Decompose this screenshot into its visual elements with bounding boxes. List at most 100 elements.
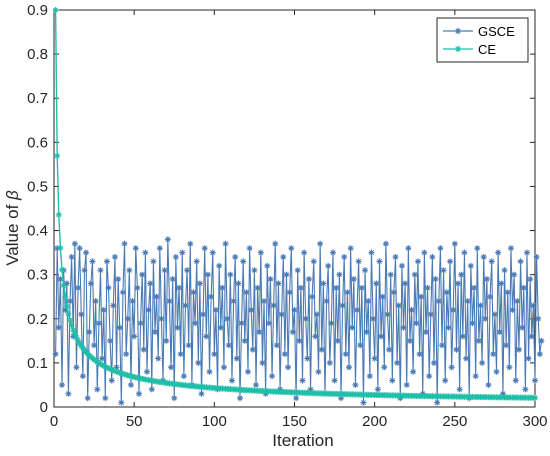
y-tick-label: 0	[40, 399, 48, 416]
data-point-gsce	[448, 364, 455, 371]
data-point-gsce	[394, 359, 401, 366]
data-point-gsce	[107, 337, 114, 344]
data-point-gsce	[224, 315, 231, 322]
data-point-gsce	[193, 258, 200, 265]
data-point-gsce	[184, 267, 191, 274]
data-point-gsce	[211, 351, 218, 358]
y-tick-label: 0.8	[27, 46, 48, 63]
data-point-gsce	[294, 267, 301, 274]
data-point-gsce	[289, 329, 296, 336]
data-point-gsce	[398, 262, 405, 269]
data-point-gsce	[204, 271, 211, 278]
data-point-gsce	[143, 368, 150, 375]
data-point-gsce	[408, 306, 415, 313]
data-point-gsce	[150, 258, 157, 265]
data-point-gsce	[455, 280, 462, 287]
data-point-gsce	[368, 249, 375, 256]
legend-label: GSCE	[478, 24, 515, 39]
data-point-gsce	[536, 351, 543, 358]
data-point-gsce	[222, 240, 229, 247]
data-point-ce	[63, 303, 70, 310]
data-point-gsce	[261, 298, 268, 305]
data-point-gsce	[302, 315, 309, 322]
data-point-gsce	[116, 324, 123, 331]
data-point-gsce	[209, 249, 216, 256]
data-point-gsce	[451, 240, 458, 247]
data-point-gsce	[443, 289, 450, 296]
data-point-gsce	[135, 390, 142, 397]
data-point-gsce	[139, 271, 146, 278]
data-point-gsce	[509, 306, 516, 313]
y-tick-label: 0.3	[27, 267, 48, 284]
x-tick-label: 50	[126, 413, 143, 430]
data-point-gsce	[110, 302, 117, 309]
data-point-gsce	[318, 346, 325, 353]
data-point-gsce	[357, 342, 364, 349]
x-tick-label: 300	[522, 413, 547, 430]
data-point-gsce	[152, 329, 159, 336]
data-point-gsce	[65, 390, 72, 397]
data-point-gsce	[515, 346, 522, 353]
data-point-gsce	[275, 280, 282, 287]
data-point-gsce	[467, 262, 474, 269]
data-point-gsce	[198, 390, 205, 397]
data-point-gsce	[488, 258, 495, 265]
data-point-gsce	[118, 399, 125, 406]
data-point-gsce	[81, 267, 88, 274]
data-point-gsce	[121, 240, 128, 247]
x-ticks: 0 50 100 150 200 250 300	[50, 10, 548, 430]
data-point-ce	[73, 334, 80, 341]
data-point-gsce	[490, 351, 497, 358]
data-point-gsce	[201, 245, 208, 252]
data-point-gsce	[137, 320, 144, 327]
data-point-gsce	[439, 342, 446, 349]
data-point-gsce	[176, 284, 183, 291]
data-point-ce	[57, 244, 64, 251]
data-point-ce	[55, 211, 62, 218]
data-point-gsce	[432, 276, 439, 283]
data-point-gsce	[362, 267, 369, 274]
data-point-ce	[59, 266, 66, 273]
data-point-gsce	[270, 302, 277, 309]
legend-marker	[454, 27, 462, 35]
data-point-gsce	[119, 289, 126, 296]
data-point-gsce	[479, 359, 486, 366]
y-tick-label: 0.5	[27, 178, 48, 195]
data-point-gsce	[384, 311, 391, 318]
data-point-gsce	[477, 302, 484, 309]
data-point-gsce	[320, 280, 327, 287]
data-point-gsce	[511, 271, 518, 278]
data-point-gsce	[341, 254, 348, 261]
data-point-gsce	[386, 346, 393, 353]
data-point-gsce	[440, 267, 447, 274]
data-point-gsce	[195, 359, 202, 366]
data-point-gsce	[76, 245, 83, 252]
data-point-gsce	[329, 249, 336, 256]
data-point-gsce	[297, 284, 304, 291]
data-point-gsce	[240, 258, 247, 265]
data-point-gsce	[430, 359, 437, 366]
data-point-gsce	[145, 306, 152, 313]
data-point-gsce	[339, 302, 346, 309]
data-point-gsce	[519, 324, 526, 331]
data-point-gsce	[435, 298, 442, 305]
data-point-gsce	[400, 324, 407, 331]
data-point-gsce	[416, 351, 423, 358]
data-point-gsce	[410, 368, 417, 375]
data-point-gsce	[185, 342, 192, 349]
data-point-gsce	[286, 289, 293, 296]
data-point-gsce	[182, 302, 189, 309]
data-point-gsce	[84, 395, 91, 402]
data-point-gsce	[475, 337, 482, 344]
data-point-gsce	[378, 333, 385, 340]
data-point-gsce	[487, 293, 494, 300]
y-ticks: 0 0.1 0.2 0.3 0.4 0.5 0.6 0.7 0.8 0.9	[27, 2, 535, 416]
data-point-gsce	[525, 355, 532, 362]
data-point-gsce	[92, 298, 99, 305]
data-point-gsce	[192, 320, 199, 327]
data-point-gsce	[256, 329, 263, 336]
data-point-gsce	[365, 298, 372, 305]
data-point-gsce	[190, 289, 197, 296]
data-point-gsce	[495, 249, 502, 256]
data-point-gsce	[447, 258, 454, 265]
